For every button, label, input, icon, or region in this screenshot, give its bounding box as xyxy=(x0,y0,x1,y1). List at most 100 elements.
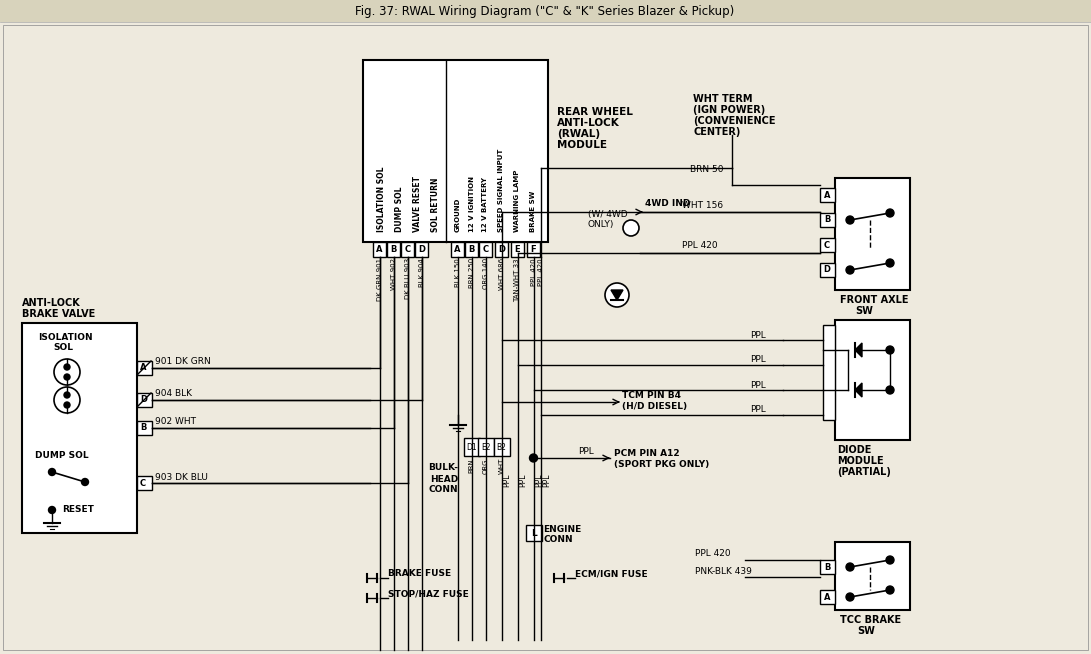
Text: PPL: PPL xyxy=(750,381,766,390)
Text: TCC BRAKE: TCC BRAKE xyxy=(840,615,901,625)
Circle shape xyxy=(886,346,894,354)
Text: PPL: PPL xyxy=(518,473,528,487)
Text: D: D xyxy=(497,245,505,254)
Bar xyxy=(415,242,428,257)
Text: B: B xyxy=(468,245,475,254)
Text: WHT: WHT xyxy=(499,458,504,474)
Text: C: C xyxy=(140,479,146,487)
Text: ORG: ORG xyxy=(482,458,489,473)
Circle shape xyxy=(64,402,70,408)
Text: 12 V BATTERY: 12 V BATTERY xyxy=(482,177,488,232)
Bar xyxy=(820,238,835,252)
Circle shape xyxy=(886,586,894,594)
Bar xyxy=(835,320,910,440)
Text: SPEED SIGNAL INPUT: SPEED SIGNAL INPUT xyxy=(497,148,504,232)
Text: HEAD: HEAD xyxy=(430,475,458,483)
Circle shape xyxy=(623,220,639,236)
Text: D: D xyxy=(140,396,147,405)
Text: MODULE: MODULE xyxy=(837,456,884,466)
Text: PPL: PPL xyxy=(503,473,512,487)
Text: BRAKE VALVE: BRAKE VALVE xyxy=(22,309,95,319)
Bar xyxy=(137,421,152,435)
Text: B2: B2 xyxy=(496,443,506,451)
Text: PPL: PPL xyxy=(535,473,543,487)
Text: BRN 50: BRN 50 xyxy=(690,165,723,175)
Bar xyxy=(137,361,152,375)
Text: ORG 140: ORG 140 xyxy=(482,258,489,289)
Text: GROUND: GROUND xyxy=(455,198,461,232)
Text: C: C xyxy=(824,241,830,249)
Text: PPL 420: PPL 420 xyxy=(538,258,544,286)
Text: SOL: SOL xyxy=(53,343,73,353)
Bar xyxy=(511,242,524,257)
Bar xyxy=(464,438,480,456)
Text: A: A xyxy=(454,245,460,254)
Text: CONN: CONN xyxy=(543,536,573,545)
Text: F: F xyxy=(530,245,537,254)
Text: A: A xyxy=(824,593,830,602)
Bar xyxy=(137,476,152,490)
Text: RESET: RESET xyxy=(62,506,94,515)
Text: BLK 150: BLK 150 xyxy=(455,258,460,286)
Text: E: E xyxy=(515,245,520,254)
Text: ANTI-LOCK: ANTI-LOCK xyxy=(22,298,81,308)
Text: BRAKE SW: BRAKE SW xyxy=(530,190,536,232)
Text: FRONT AXLE: FRONT AXLE xyxy=(840,295,909,305)
Bar xyxy=(493,438,509,456)
Bar xyxy=(137,393,152,407)
Circle shape xyxy=(886,259,894,267)
Text: (CONVENIENCE: (CONVENIENCE xyxy=(693,116,776,126)
Text: B: B xyxy=(824,216,830,224)
Text: WHT 686: WHT 686 xyxy=(499,258,504,290)
Text: ECM/IGN FUSE: ECM/IGN FUSE xyxy=(575,570,648,579)
Text: L: L xyxy=(530,528,537,538)
Text: 901 DK GRN: 901 DK GRN xyxy=(155,358,211,366)
Text: (H/D DIESEL): (H/D DIESEL) xyxy=(622,402,687,411)
Text: TAN-WHT 33: TAN-WHT 33 xyxy=(515,258,520,301)
Text: ONLY): ONLY) xyxy=(588,220,614,230)
Circle shape xyxy=(48,468,56,475)
Text: (IGN POWER): (IGN POWER) xyxy=(693,105,765,115)
Text: ENGINE: ENGINE xyxy=(543,526,582,534)
Text: BRAKE FUSE: BRAKE FUSE xyxy=(388,570,451,579)
Circle shape xyxy=(48,506,56,513)
Text: B: B xyxy=(140,424,146,432)
Circle shape xyxy=(53,359,80,385)
Text: STOP/HAZ FUSE: STOP/HAZ FUSE xyxy=(388,589,469,598)
Text: CONN: CONN xyxy=(429,485,458,494)
Polygon shape xyxy=(855,383,862,397)
Text: A: A xyxy=(140,364,146,373)
Text: D: D xyxy=(418,245,425,254)
Text: PPL 420: PPL 420 xyxy=(682,241,718,249)
Text: PPL 420: PPL 420 xyxy=(695,549,731,557)
Text: TCM PIN B4: TCM PIN B4 xyxy=(622,392,681,400)
Text: BULK-: BULK- xyxy=(428,464,458,472)
Text: WARNING LAMP: WARNING LAMP xyxy=(514,169,520,232)
Text: REAR WHEEL: REAR WHEEL xyxy=(558,107,633,117)
Text: PPL: PPL xyxy=(578,447,594,455)
Circle shape xyxy=(846,266,854,274)
Text: MODULE: MODULE xyxy=(558,140,607,150)
Circle shape xyxy=(529,454,538,462)
Text: DIODE: DIODE xyxy=(837,445,872,455)
Text: PPL 420: PPL 420 xyxy=(530,258,537,286)
Circle shape xyxy=(886,209,894,217)
Text: PPL: PPL xyxy=(750,405,766,415)
Text: A: A xyxy=(376,245,383,254)
Bar xyxy=(478,438,493,456)
Bar xyxy=(835,542,910,610)
Circle shape xyxy=(53,387,80,413)
Circle shape xyxy=(64,364,70,370)
Circle shape xyxy=(64,374,70,380)
Text: BLK 904: BLK 904 xyxy=(419,258,424,286)
Bar xyxy=(820,590,835,604)
Circle shape xyxy=(886,556,894,564)
Bar xyxy=(373,242,386,257)
Text: PCM PIN A12: PCM PIN A12 xyxy=(614,449,680,458)
Text: CENTER): CENTER) xyxy=(693,127,741,137)
Text: SW: SW xyxy=(858,626,875,636)
Text: B: B xyxy=(824,562,830,572)
Bar xyxy=(401,242,413,257)
Bar xyxy=(0,0,1091,22)
Bar xyxy=(22,323,137,533)
